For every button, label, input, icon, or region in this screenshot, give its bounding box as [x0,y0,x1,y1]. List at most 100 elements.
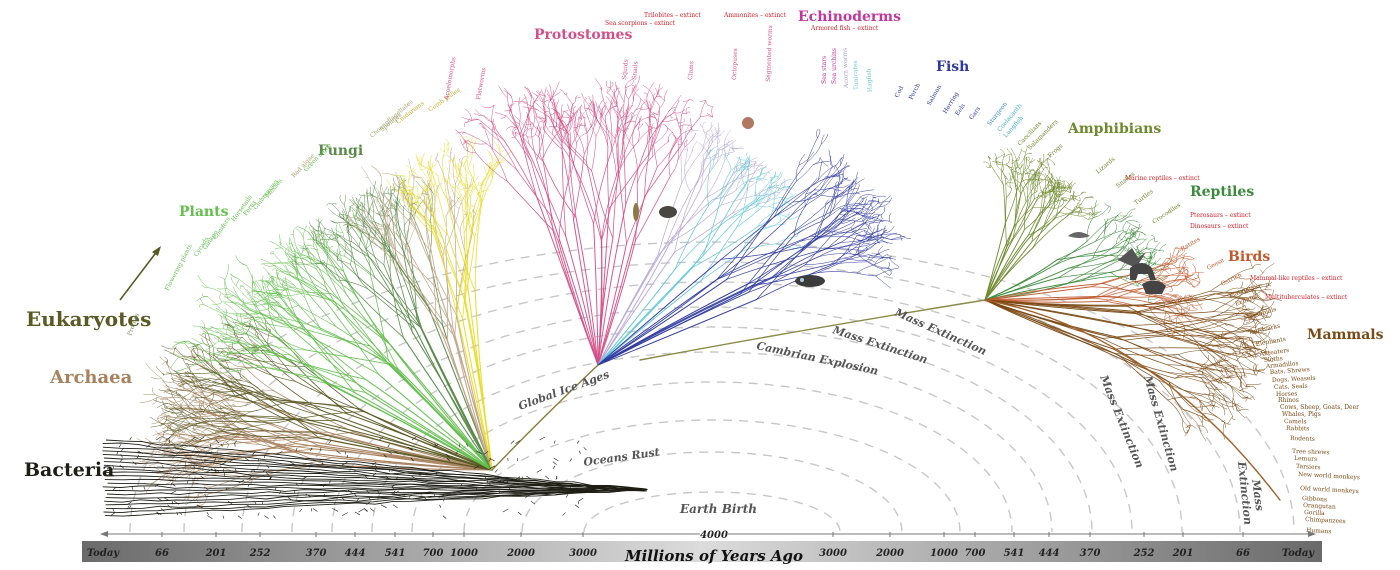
axis-title: Millions of Years Ago [624,547,803,565]
branch [447,155,450,185]
branch [775,162,808,211]
axis-tick-label: 370 [1080,548,1101,559]
branch [1025,225,1044,243]
branch [151,377,161,379]
branch [727,171,737,185]
branch [370,275,388,361]
axis-tick-label: 700 [423,548,444,559]
branch [1024,204,1027,230]
branch [536,91,543,102]
leaf-cows-sheep-goats-deer: Cows, Sheep, Goats, Deer [1280,404,1359,411]
branch [613,170,619,238]
axis-tick-label: 444 [345,548,366,559]
branch [822,162,828,167]
branch [1197,275,1200,282]
branch [191,379,211,382]
bacteria-twig [238,516,242,519]
branch [152,388,156,395]
branch [878,246,883,254]
branch [741,161,746,164]
branch [633,89,638,101]
branch [297,276,305,298]
axis-top-value: 4000 [700,530,728,541]
branch [725,154,730,156]
branch [692,141,697,151]
branch [161,423,171,424]
branch [359,195,371,196]
leaf-frogs: Frogs [1047,143,1065,160]
branch [843,166,850,175]
branch [1170,287,1173,292]
branch [586,133,588,161]
branch [144,394,156,395]
branch [398,193,402,201]
branch [1004,154,1012,157]
bacteria-twig [388,444,390,447]
branch [549,101,551,110]
branch [1171,281,1178,287]
branch [192,338,201,343]
branch [340,224,343,233]
branch [1238,411,1245,418]
branch [448,160,452,162]
branch [1017,173,1021,174]
branch [482,115,491,121]
branch [1000,149,1005,154]
branch [146,364,161,378]
branch [235,410,257,411]
axis-tick-label: 3000 [569,548,597,559]
event-mass-extinction-3: Mass Extinction [1097,372,1147,470]
note-pterosaurs: Pterosaurs – extinct [1190,212,1251,219]
branch [361,167,368,178]
branch [865,223,873,233]
branch [1007,149,1011,154]
branch [843,174,851,180]
branch [1223,422,1225,439]
branch [1115,223,1117,231]
branch [608,147,609,209]
branch [211,339,215,345]
branch [309,222,318,232]
branch [657,88,663,96]
branch [585,98,587,100]
branch [606,97,611,105]
branch [813,158,820,165]
branch [1176,249,1179,262]
branch [737,210,760,228]
branch [231,274,237,278]
branch [817,129,820,138]
branch [336,327,390,364]
branch [1010,180,1012,188]
branch [616,85,624,102]
note-sea-scorpions: Sea scorpions – extinct [605,20,676,27]
branch [493,122,494,129]
branch [1191,281,1194,284]
branch [223,442,226,446]
branch [493,105,495,106]
axis-tick-label: Today [87,548,120,559]
branch [576,97,581,98]
bacteria-twig [128,505,130,508]
bacteria-twig [381,505,387,508]
branch [412,168,413,171]
branch [1219,382,1231,383]
branch [236,256,247,266]
branch [340,214,349,216]
branch [668,132,673,142]
branch [1217,344,1231,345]
branch [1143,256,1150,262]
branch [239,261,246,266]
branch [1024,157,1031,163]
bacteria-twig [540,437,545,440]
branch [675,109,685,113]
bacteria-twig [313,508,317,511]
branch [440,148,445,152]
branch [570,156,577,217]
bacteria-twig [299,509,301,512]
branch [1001,163,1003,185]
branch [261,259,275,265]
branch [774,197,785,199]
branch [635,117,651,128]
branch [637,157,652,184]
branch [268,299,289,311]
